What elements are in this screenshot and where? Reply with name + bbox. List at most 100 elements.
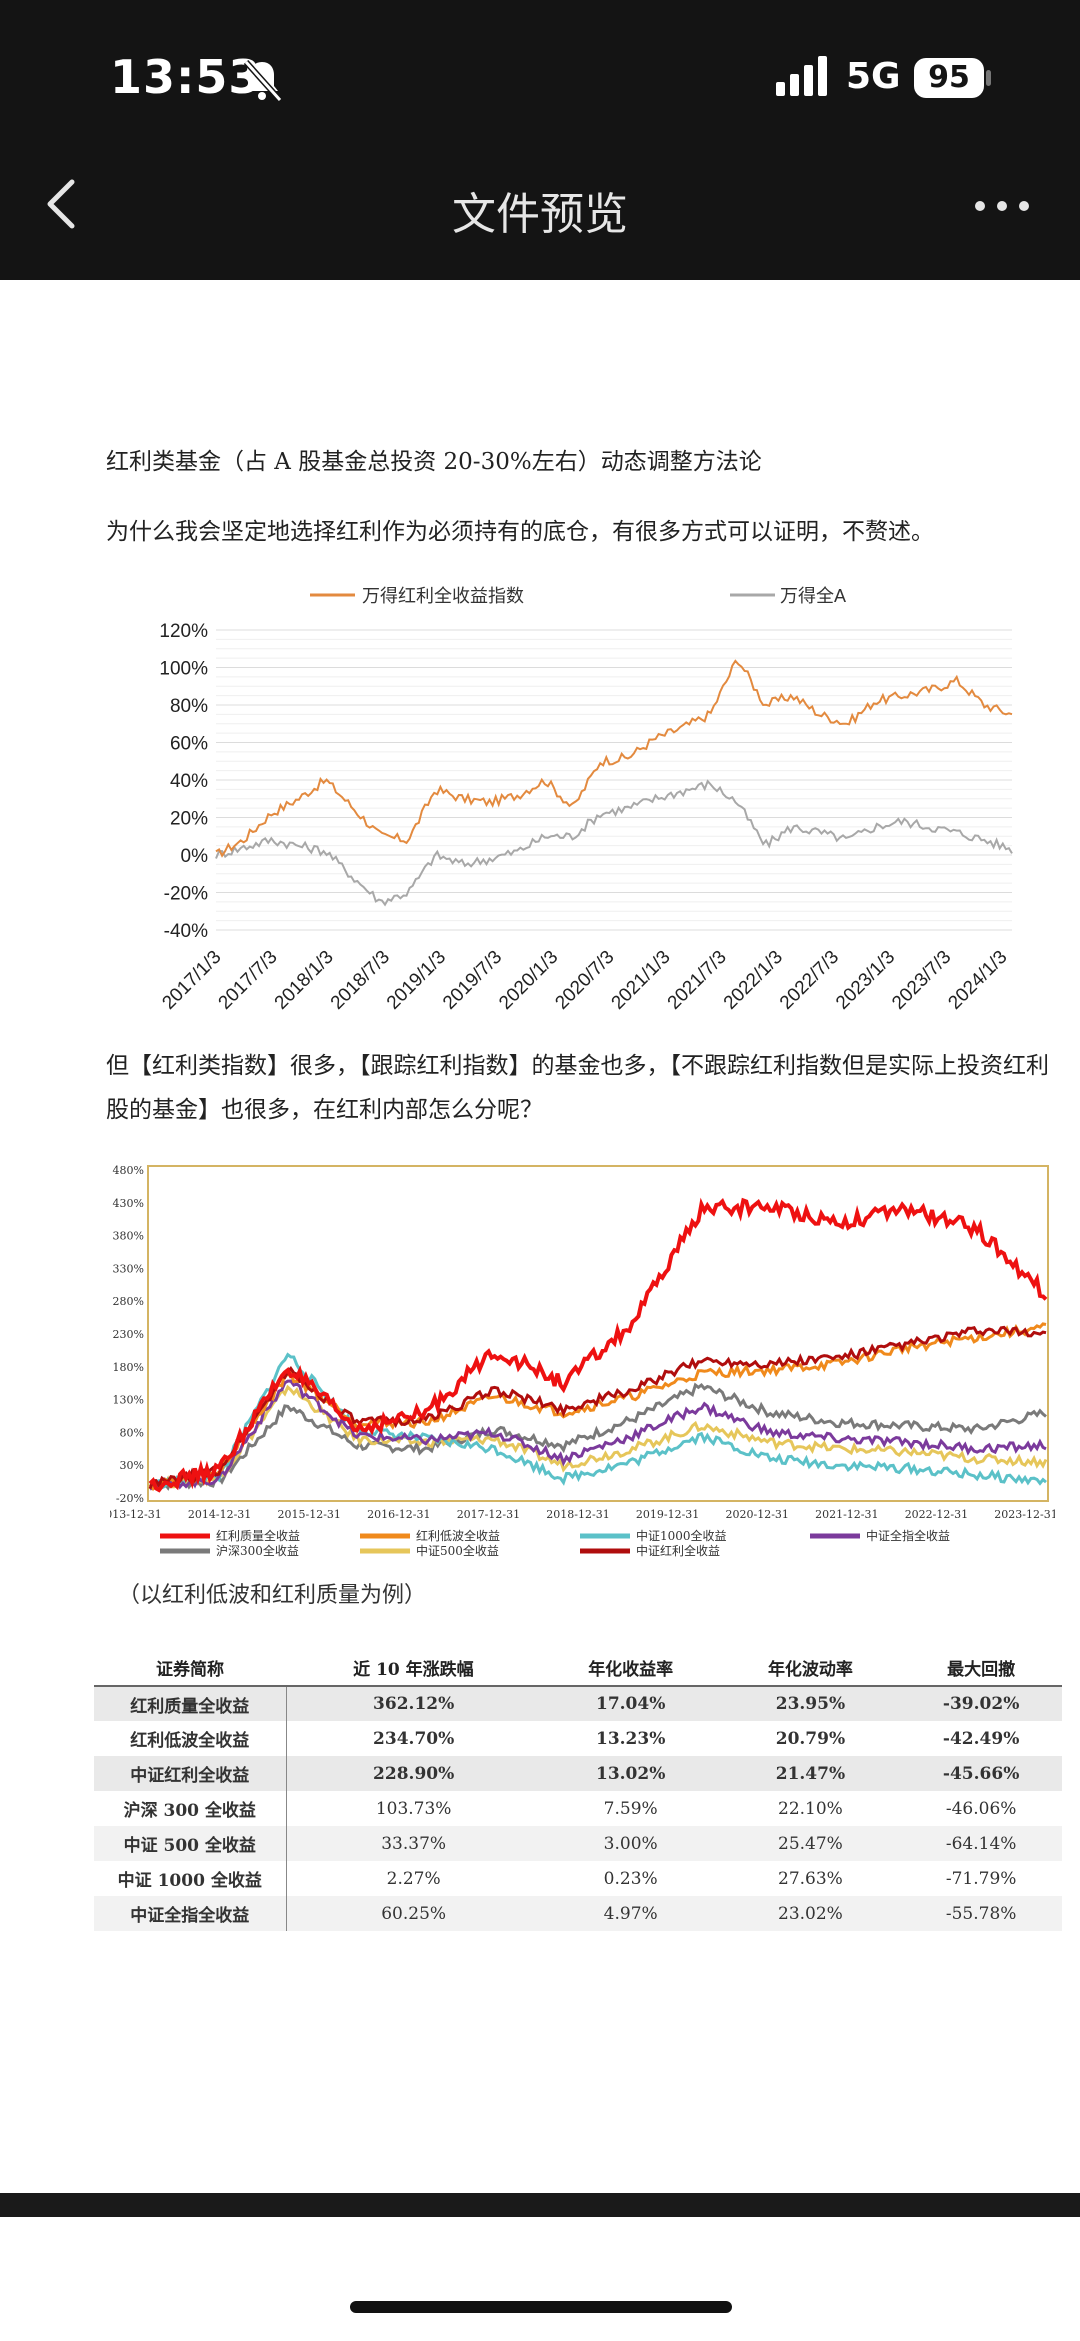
cell-10y: 2.27% <box>386 1868 441 1889</box>
x-tick-label: 2016-12-31 <box>367 1508 430 1521</box>
x-tick-label: 2020/1/3 <box>495 947 562 1014</box>
cell-mdd: -42.49% <box>942 1728 1020 1749</box>
x-tick-label: 2021/1/3 <box>608 947 675 1014</box>
cell-10y: 60.25% <box>286 1896 541 1931</box>
cell-10y: 362.12% <box>286 1686 541 1721</box>
doc-title-line: 红利类基金（占 A 股基金总投资 20-30%左右）动态调整方法论 <box>106 449 762 475</box>
table-row: 沪深 300 全收益 103.73% 7.59% 22.10% -46.06% <box>94 1791 1062 1826</box>
cell-10y: 103.73% <box>375 1798 452 1819</box>
bell-slash-icon <box>243 59 282 102</box>
cell-10y: 33.37% <box>286 1826 541 1861</box>
x-tick-label: 2019/7/3 <box>439 947 506 1014</box>
cell-mdd: -55.78% <box>900 1896 1062 1931</box>
x-tick-label: 2024/1/3 <box>944 947 1011 1014</box>
y-tick-label: 130% <box>113 1394 144 1407</box>
y-tick-label: 80% <box>120 1426 144 1439</box>
network-type: 5G <box>846 56 901 97</box>
cell-mdd: -39.02% <box>900 1686 1062 1721</box>
x-tick-label: 2017/7/3 <box>215 947 282 1014</box>
signal-bars-icon <box>776 56 827 96</box>
series-line-0 <box>215 659 1013 858</box>
y-tick-label: 480% <box>113 1164 144 1177</box>
page-title: 文件预览 <box>452 189 628 240</box>
legend-label: 中证1000全收益 <box>636 1528 727 1543</box>
cell-annual: 0.23% <box>603 1868 658 1889</box>
cell-mdd: -46.06% <box>945 1798 1017 1819</box>
x-tick-label: 2020-12-31 <box>725 1508 788 1521</box>
cell-vol: 23.95% <box>720 1686 901 1721</box>
header-max-drawdown: 最大回撤 <box>900 1650 1062 1687</box>
bottom-band <box>0 2193 1080 2217</box>
battery-tip <box>986 70 991 86</box>
cell-10y: 234.70% <box>373 1728 455 1749</box>
legend-label: 红利质量全收益 <box>216 1528 300 1543</box>
status-time: 13:53 <box>110 50 262 104</box>
table-row: 红利质量全收益 362.12% 17.04% 23.95% -39.02% <box>94 1686 1062 1721</box>
y-tick-label: 280% <box>113 1295 144 1308</box>
y-tick-label: -20% <box>116 1492 144 1505</box>
y-tick-label: 60% <box>170 734 208 755</box>
series-line-6 <box>148 1197 1048 1493</box>
cell-annual: 3.00% <box>540 1826 721 1861</box>
more-dots-icon[interactable] <box>972 194 1032 218</box>
x-tick-label: 2014-12-31 <box>188 1508 251 1521</box>
x-tick-label: 2018/7/3 <box>327 947 394 1014</box>
legend-label: 中证全指全收益 <box>866 1528 950 1543</box>
header-annual-return: 年化收益率 <box>540 1650 721 1687</box>
table-row: 中证红利全收益 228.90% 13.02% 21.47% -45.66% <box>94 1756 1062 1791</box>
x-tick-label: 2015-12-31 <box>277 1508 340 1521</box>
y-tick-label: 380% <box>113 1230 144 1243</box>
cell-vol: 27.63% <box>778 1868 843 1889</box>
battery-level: 95 <box>914 58 984 98</box>
table-row: 红利低波全收益 234.70% 13.23% 20.79% -42.49% <box>94 1721 1062 1756</box>
y-tick-label: -40% <box>164 921 208 942</box>
x-tick-label: 2022/1/3 <box>720 947 787 1014</box>
table-row: 中证 1000 全收益 2.27% 0.23% 27.63% -71.79% <box>94 1861 1062 1896</box>
cell-vol: 22.10% <box>778 1798 843 1819</box>
doc-intro-line: 为什么我会坚定地选择红利作为必须持有的底仓，有很多方式可以证明，不赘述。 <box>106 519 934 545</box>
dividend-index-comparison-chart: 480% 430% 380% 330% 280% 230% 180% 130% 80% 30% -2… <box>110 1164 1055 1558</box>
x-tick-label: 2023-12-31 <box>994 1508 1055 1521</box>
dividend-vs-all-a-chart: 万得红利全收益指数 万得全A 120% 100% 80% 60% 40% 20% 0% -20… <box>158 586 1013 1014</box>
cell-annual: 17.04% <box>540 1686 721 1721</box>
y-tick-label: 430% <box>113 1197 144 1210</box>
cell-annual: 13.02% <box>540 1756 721 1791</box>
x-tick-label: 2022/7/3 <box>776 947 843 1014</box>
cell-annual: 7.59% <box>603 1798 658 1819</box>
y-tick-label: 40% <box>170 771 208 792</box>
x-tick-label: 2021/7/3 <box>664 947 731 1014</box>
x-tick-label: 2017-12-31 <box>457 1508 520 1521</box>
table-row: 中证 500 全收益 33.37% 3.00% 25.47% -64.14% <box>94 1826 1062 1861</box>
x-tick-label: 2013-12-31 <box>110 1508 162 1521</box>
legend-label-dividend: 万得红利全收益指数 <box>362 586 524 606</box>
x-tick-label: 2023/7/3 <box>888 947 955 1014</box>
y-tick-label: 180% <box>113 1361 144 1374</box>
x-tick-label: 2019/1/3 <box>383 947 450 1014</box>
cell-mdd: -64.14% <box>900 1826 1062 1861</box>
y-tick-label: 120% <box>159 621 208 642</box>
cell-annual: 4.97% <box>540 1896 721 1931</box>
y-tick-label: 330% <box>113 1262 144 1275</box>
home-indicator[interactable] <box>350 2301 732 2313</box>
cell-vol: 25.47% <box>720 1826 901 1861</box>
cell-vol: 20.79% <box>775 1728 846 1749</box>
header-name: 证券简称 <box>94 1650 286 1687</box>
cell-vol: 23.02% <box>720 1896 901 1931</box>
series-line-3 <box>149 1379 1047 1491</box>
cell-vol: 21.47% <box>720 1756 901 1791</box>
x-tick-label: 2021-12-31 <box>815 1508 878 1521</box>
cell-name: 中证红利全收益 <box>94 1756 287 1791</box>
x-tick-label: 2022-12-31 <box>905 1508 968 1521</box>
cell-name: 中证全指全收益 <box>94 1896 287 1931</box>
cell-annual: 13.23% <box>595 1728 666 1749</box>
chart-caption: （以红利低波和红利质量为例） <box>118 1583 427 1608</box>
legend-label: 中证红利全收益 <box>636 1543 720 1558</box>
x-tick-label: 2017/1/3 <box>158 947 225 1014</box>
series-line-1 <box>148 1384 1048 1492</box>
y-tick-label: -20% <box>164 884 208 905</box>
chevron-left-icon[interactable] <box>36 174 86 234</box>
top-bar: 13:53 5G 95 文件预览 <box>0 0 1080 280</box>
doc-paragraph: 但【红利类指数】很多，【跟踪红利指数】的基金也多，【不跟踪红利指数但是实际上投资… <box>106 1053 1049 1123</box>
legend-label-all-a: 万得全A <box>780 586 846 606</box>
series-line-1 <box>215 779 1013 907</box>
